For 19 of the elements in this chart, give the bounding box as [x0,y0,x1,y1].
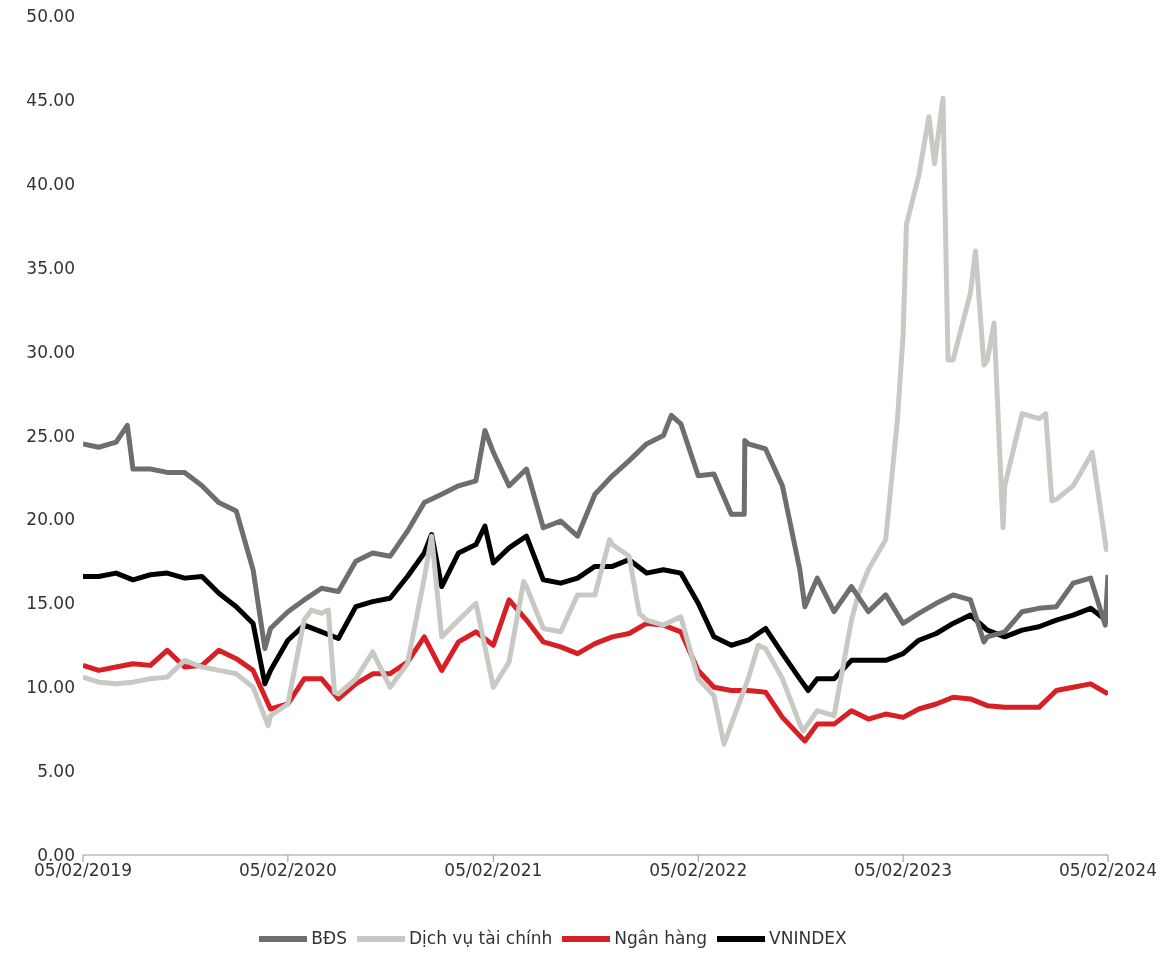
x-tick-label: 05/02/2022 [649,860,748,881]
y-tick-label: 10.00 [26,677,75,698]
y-tick-label: 25.00 [26,425,75,446]
legend-label: Dịch vụ tài chính [409,928,553,948]
y-tick-label: 35.00 [26,257,75,278]
y-tick-label: 5.00 [37,761,75,782]
legend-label: VNINDEX [769,928,847,948]
y-tick-label: 50.00 [26,6,75,27]
x-tick-label: 05/02/2023 [854,860,953,881]
x-tick-label: 05/02/2020 [238,860,337,881]
x-tick-label: 05/02/2024 [1059,860,1157,881]
y-tick-label: 20.00 [26,509,75,530]
legend-label: Ngân hàng [614,928,708,948]
y-tick-label: 45.00 [26,89,75,110]
legend-label: BĐS [311,928,347,948]
y-tick-label: 40.00 [26,173,75,194]
x-tick-label: 05/02/2021 [444,860,543,881]
y-tick-label: 15.00 [26,593,75,614]
y-tick-label: 30.00 [26,341,75,362]
